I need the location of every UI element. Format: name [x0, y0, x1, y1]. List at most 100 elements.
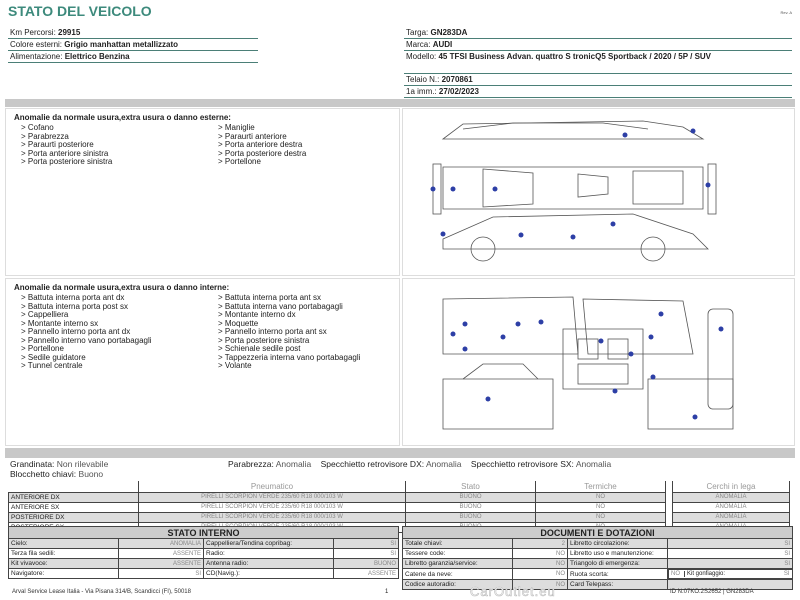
- field-value: BUONO: [333, 558, 399, 569]
- field-label: Libretto uso e manutenzione:: [567, 548, 668, 559]
- tyre-row: POSTERIORE DX PIRELLI SCORPION VERDE 235/…: [8, 511, 666, 523]
- field-value: ASSENTE: [333, 568, 399, 579]
- anomaly-item: > Battuta interna vano portabagagli: [218, 301, 343, 311]
- anomaly-item: > Montante interno dx: [218, 310, 296, 319]
- footer-address: Arval Service Lease Italia - Via Pisana …: [12, 589, 191, 595]
- header-stato: Stato: [405, 481, 536, 492]
- field-label: Totale chiavi:: [402, 538, 513, 549]
- field-value: SI: [783, 571, 790, 577]
- table-row: Cielo: ANOMALIA Cappelliera/Tendina coprib…: [8, 538, 399, 549]
- info-label: Telaio N.:: [406, 75, 440, 84]
- field-label: Catene da neve:: [402, 568, 513, 580]
- field-label: Libretto garanzia/service:: [402, 558, 513, 569]
- tyre-model: PIRELLI SCORPION VERDE 235/60 R18 000/10…: [138, 501, 406, 513]
- interior-title: Anomalie da normale usura,extra usura o …: [14, 283, 230, 292]
- documenti-table: DOCUMENTI E DOTAZIONI Totale chiavi: 2 Libr…: [401, 526, 794, 590]
- kit-gonfiaggio: Kit gonfiaggio: SI: [684, 571, 790, 577]
- exterior-list-right: > Maniglie > Paraurti anteriore > Porta an…: [218, 123, 415, 167]
- field-value: NO: [512, 548, 568, 559]
- info-label: 1a imm.:: [406, 87, 437, 96]
- tyre-stato: BUONO: [405, 511, 536, 523]
- exterior-list-left: > Cofano > Parabrezza > Paraurti posterior…: [21, 123, 218, 167]
- anomaly-item: > Paraurti posteriore: [21, 140, 94, 149]
- rim-status: ANOMALIA: [672, 511, 790, 523]
- info-value: 27/02/2023: [438, 87, 479, 96]
- interior-list-left: > Battuta interna porta ant dx > Battuta …: [21, 293, 218, 371]
- vehicle-info-row: Modello: 45 TFSI Business Advan. quattro…: [404, 51, 792, 74]
- damage-markers: [450, 311, 724, 420]
- table-row: Totale chiavi: 2 Libretto circolazione: SI: [402, 538, 794, 549]
- field-value: NO: [512, 558, 568, 569]
- exterior-diagram: [402, 108, 795, 276]
- exterior-title: Anomalie da normale usura,extra usura o …: [14, 113, 231, 122]
- anomaly-item: > Moquette: [218, 318, 259, 328]
- vehicle-info-row: Targa: GN283DA: [404, 27, 792, 39]
- anomaly-item: > Paraurti anteriore: [218, 131, 287, 141]
- section-divider: [5, 448, 795, 458]
- check-label: Specchietto retrovisore DX:: [320, 459, 425, 469]
- tyre-row: ANTERIORE DX PIRELLI SCORPION VERDE 235/6…: [8, 491, 666, 503]
- field-label: Card Telepass:: [567, 579, 668, 590]
- check-value: Non rilevabile: [56, 459, 109, 469]
- field-value: SI: [118, 568, 204, 579]
- check-label: Grandinata:: [10, 459, 55, 469]
- vehicle-info-row: Telaio N.: 2070861: [404, 74, 792, 86]
- tyre-table: Pneumatico Stato Termiche ANTERIORE DX PIREL…: [8, 481, 666, 533]
- info-value: GN283DA: [430, 28, 468, 37]
- info-label: Marca:: [406, 40, 431, 49]
- field-value: 2: [512, 538, 568, 549]
- info-value: 29915: [58, 28, 81, 37]
- field-value: ANOMALIA: [118, 538, 204, 549]
- anomaly-item: > Porta posteriore sinistra: [218, 335, 310, 345]
- info-label: Alimentazione:: [10, 52, 63, 61]
- field-value: [666, 579, 794, 590]
- table-row: Catene da neve: NO Ruota scorta: NO Kit gonf…: [402, 568, 793, 580]
- table-title: STATO INTERNO: [8, 526, 399, 539]
- field-value: SI: [666, 558, 794, 569]
- section-divider: [5, 99, 795, 107]
- field-value: ASSENTE: [118, 558, 204, 569]
- anomaly-item: > Maniglie: [218, 123, 255, 132]
- tyre-stato: BUONO: [405, 491, 536, 503]
- table-row: Navigatore: SI CD(Navig.): ASSENTE: [8, 568, 399, 579]
- document-code: ID N.07KO.2S2652 | GN283DA: [670, 589, 754, 595]
- anomaly-item: > Pannello interno vano portabagagli: [21, 335, 152, 345]
- field-label: Cappelliera/Tendina copribag:: [203, 538, 334, 549]
- vehicle-info-row: 1a imm.: 27/02/2023: [404, 86, 792, 98]
- rims-table: Cerchi in legaANOMALIAANOMALIAANOMALIAAN…: [672, 481, 790, 533]
- header-cerchi: Cerchi in lega: [672, 481, 790, 492]
- field-value: SI: [333, 538, 399, 549]
- field-value: NO: [671, 571, 680, 577]
- interior-list-right: > Battuta interna porta ant sx > Battuta …: [218, 293, 415, 371]
- page-number: 1: [385, 589, 389, 595]
- info-value: 45 TFSI Business Advan. quattro S tronic…: [438, 52, 712, 61]
- interior-diagram: [402, 278, 795, 446]
- info-label: Modello:: [406, 52, 437, 61]
- check-value: Anomalia: [575, 459, 612, 469]
- anomaly-item: > Cofano: [21, 123, 54, 132]
- info-value: Grigio manhattan metallizzato: [64, 40, 179, 49]
- stato-interno-table: STATO INTERNO Cielo: ANOMALIA Cappelliera/T…: [8, 526, 399, 579]
- vehicle-info-row: Km Percorsi: 29915: [8, 27, 258, 39]
- table-row: Codice autoradio: NO Card Telepass:: [402, 579, 794, 590]
- anomaly-item: > Portellone: [21, 344, 64, 353]
- field-label: Kit vivavoce:: [8, 558, 119, 569]
- anomaly-item: > Sedile guidatore: [21, 352, 86, 362]
- check-label: Specchietto retrovisore SX:: [470, 459, 574, 469]
- anomaly-item: > Parabrezza: [21, 131, 69, 141]
- tyre-model: PIRELLI SCORPION VERDE 235/60 R18 000/10…: [138, 491, 406, 503]
- field-value: NO: [512, 568, 568, 580]
- damage-markers: [430, 128, 711, 240]
- checks-right: Parabrezza: Anomalia Specchietto retrovi…: [228, 459, 612, 470]
- tyre-position: POSTERIORE DX: [8, 511, 139, 523]
- anomaly-item: > Schienale sedile post: [218, 344, 301, 353]
- tyre-model: PIRELLI SCORPION VERDE 235/60 R18 000/10…: [138, 511, 406, 523]
- vehicle-info-row: Colore esterni: Grigio manhattan metalli…: [8, 39, 258, 51]
- rim-status: ANOMALIA: [672, 501, 790, 513]
- field-label: Radio:: [203, 548, 334, 559]
- anomaly-item: > Battuta interna porta ant dx: [21, 293, 125, 302]
- table-row: Terza fila sedili: ASSENTE Radio: SI: [8, 548, 399, 559]
- anomaly-item: > Pannello interno porta ant sx: [218, 327, 327, 336]
- anomaly-item: > Porta anteriore destra: [218, 140, 303, 149]
- info-label: Km Percorsi:: [10, 28, 56, 37]
